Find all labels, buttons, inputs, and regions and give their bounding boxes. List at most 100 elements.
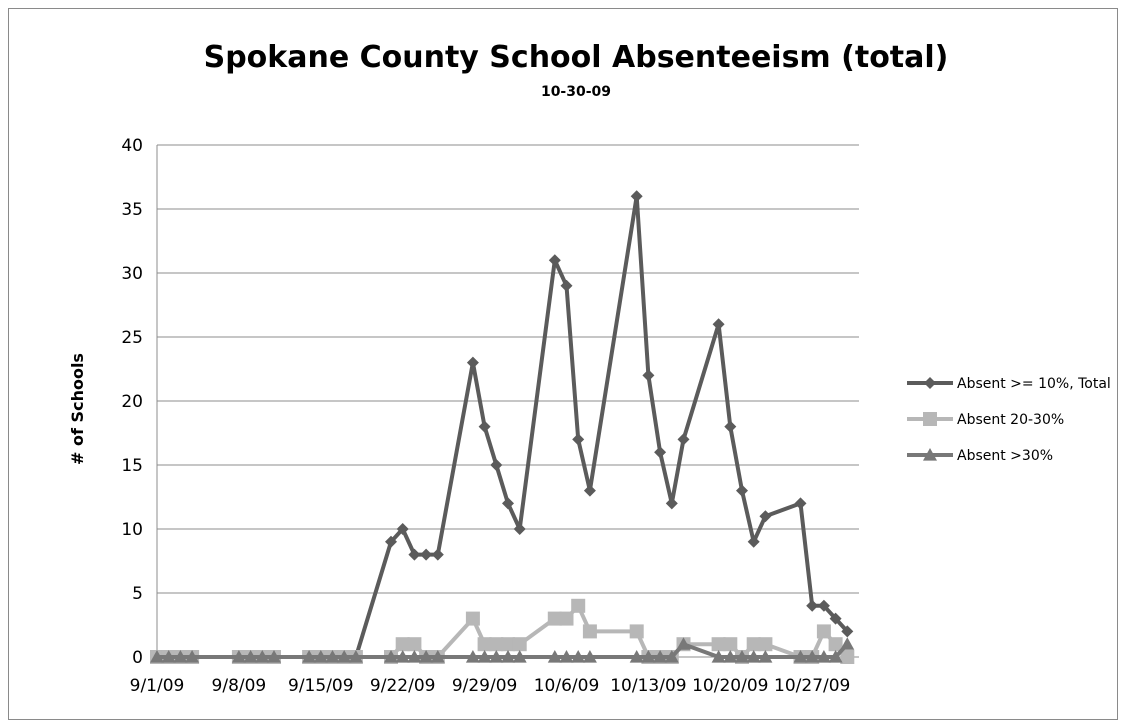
data-point-triangle	[641, 650, 656, 663]
data-point-triangle	[255, 650, 270, 663]
data-point-diamond	[548, 254, 561, 267]
data-point-diamond	[385, 535, 397, 548]
y-tick-label: 10	[121, 520, 143, 540]
data-point-triangle	[150, 650, 164, 663]
data-point-square	[711, 637, 726, 652]
data-point-triangle	[407, 650, 422, 663]
data-point-triangle	[348, 650, 363, 663]
data-point-square	[477, 637, 492, 652]
series-0	[151, 190, 854, 663]
data-point-square	[828, 637, 843, 652]
data-point-diamond	[841, 625, 854, 638]
y-tick-label: 0	[132, 648, 143, 668]
data-point-triangle	[664, 650, 679, 663]
data-point-triangle	[337, 650, 352, 663]
y-tick-label: 25	[121, 328, 143, 348]
data-point-diamond	[572, 433, 585, 446]
data-point-diamond	[712, 318, 725, 331]
y-tick-label: 20	[121, 392, 143, 412]
data-point-triangle	[501, 650, 515, 663]
data-point-triangle	[559, 650, 574, 663]
data-point-triangle	[653, 650, 668, 663]
legend: Absent >= 10%, Total Absent 20-30% Absent …	[907, 376, 1111, 464]
legend-label: Absent 20-30%	[957, 412, 1064, 428]
data-point-square	[629, 624, 644, 639]
data-point-triangle	[185, 650, 200, 663]
data-point-triangle	[512, 650, 527, 663]
data-point-diamond	[817, 599, 830, 612]
data-point-triangle	[582, 650, 597, 663]
x-tick-label: 10/20/09	[692, 676, 768, 696]
y-axis-ticks: 0 5 10 15 20 25 30 35 40	[121, 136, 143, 668]
data-point-diamond	[502, 497, 514, 510]
data-point-square	[582, 624, 597, 639]
data-point-triangle	[805, 650, 820, 663]
data-point-triangle	[629, 650, 644, 663]
data-point-triangle	[840, 637, 855, 650]
data-point-triangle	[384, 650, 398, 663]
data-point-triangle	[723, 650, 738, 663]
data-point-diamond	[478, 420, 491, 433]
data-point-diamond	[513, 523, 526, 535]
data-point-diamond	[408, 548, 421, 561]
data-point-square	[559, 611, 574, 626]
x-tick-label: 9/15/09	[288, 676, 354, 696]
data-point-square	[723, 637, 738, 652]
data-point-square	[407, 637, 422, 652]
chart-frame: Spokane County School Absenteeism (total…	[8, 8, 1118, 720]
data-point-triangle	[231, 650, 246, 663]
data-point-triangle	[746, 650, 761, 663]
data-point-triangle	[735, 650, 749, 663]
data-point-diamond	[560, 279, 573, 292]
data-point-square	[923, 412, 937, 426]
data-point-triangle	[816, 650, 831, 663]
data-point-square	[571, 598, 586, 613]
x-tick-label: 9/8/09	[212, 676, 267, 696]
x-tick-label: 9/29/09	[452, 676, 518, 696]
x-tick-label: 9/1/09	[130, 676, 185, 696]
chart-title: Spokane County School Absenteeism (total…	[204, 40, 949, 75]
chart-subtitle: 10-30-09	[541, 84, 611, 100]
data-point-square	[512, 637, 527, 652]
data-point-triangle	[547, 650, 562, 663]
x-tick-label: 10/6/09	[534, 676, 600, 696]
data-point-triangle	[676, 637, 691, 650]
data-point-square	[758, 637, 773, 652]
data-point-square	[746, 637, 761, 652]
y-axis-title: # of Schools	[68, 353, 87, 465]
data-point-triangle	[477, 650, 492, 663]
series-2	[150, 637, 855, 663]
data-point-diamond	[665, 497, 678, 510]
y-tick-label: 5	[132, 584, 143, 604]
data-point-triangle	[711, 650, 726, 663]
x-tick-label: 9/22/09	[370, 676, 436, 696]
legend-label: Absent >30%	[957, 448, 1053, 464]
data-point-diamond	[642, 369, 655, 382]
data-point-diamond	[747, 535, 760, 548]
y-tick-label: 35	[121, 200, 143, 220]
data-point-diamond	[431, 548, 444, 561]
series-line-0	[157, 194, 849, 659]
y-tick-label: 15	[121, 456, 143, 476]
data-point-triangle	[758, 650, 773, 663]
data-point-diamond	[677, 433, 690, 446]
data-point-diamond	[829, 612, 842, 625]
data-point-triangle	[571, 650, 586, 663]
data-point-square	[840, 650, 855, 664]
y-tick-label: 40	[121, 136, 143, 156]
data-point-diamond	[924, 377, 936, 389]
data-point-diamond	[466, 356, 479, 369]
data-point-triangle	[793, 650, 808, 663]
data-point-triangle	[313, 650, 328, 663]
legend-label: Absent >= 10%, Total	[957, 376, 1111, 392]
data-point-diamond	[654, 446, 667, 459]
data-point-diamond	[630, 190, 643, 203]
data-point-triangle	[161, 650, 176, 663]
x-tick-label: 10/13/09	[610, 676, 686, 696]
data-point-triangle	[173, 650, 188, 663]
y-tick-label: 30	[121, 264, 143, 284]
data-point-square	[501, 637, 515, 652]
data-point-diamond	[490, 459, 503, 471]
data-point-triangle	[489, 650, 504, 663]
series-1	[150, 598, 855, 664]
